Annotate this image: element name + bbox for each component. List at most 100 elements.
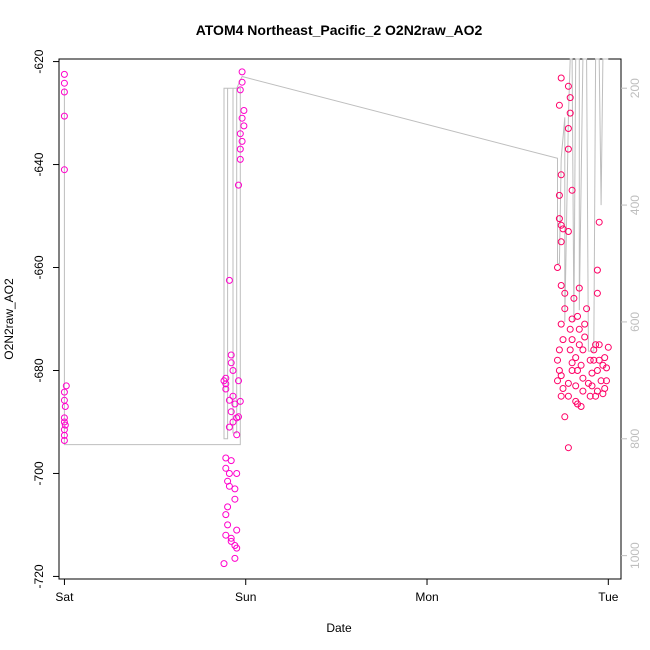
data-point [222,385,230,393]
plot-area [58,58,622,580]
data-point [593,266,601,274]
data-point [555,215,563,223]
data-point [604,343,612,351]
data-point [233,526,241,534]
data-point [586,356,594,364]
y-tick-label: -660 [32,255,46,279]
data-point [588,382,596,390]
data-point [557,74,565,82]
data-point [593,289,601,297]
data-point [572,382,580,390]
data-point [557,320,565,328]
data-point [233,470,241,477]
data-point [568,315,576,323]
data-point [554,264,561,271]
data-point [559,336,567,344]
data-point [601,385,609,392]
data-point [222,511,230,519]
data-point [233,414,241,422]
data-point [575,325,583,333]
y2-axis: 200 400 600 800 1000 [621,78,642,569]
data-point [61,421,69,429]
data-point [555,191,563,199]
data-point [231,400,239,408]
data-point [236,130,244,138]
data-point [575,341,583,349]
data-point [559,385,567,392]
data-point [561,289,569,297]
data-point [568,186,576,194]
data-point [564,392,572,400]
data-point [62,382,70,390]
data-point [603,377,610,385]
data-point [240,107,248,114]
data-point [557,372,565,380]
data-point [559,225,567,233]
x-tick-label: Sun [235,590,256,604]
y-tick-label: -680 [32,358,46,382]
data-point [60,112,68,120]
data-point [570,294,578,302]
data-point [564,228,572,235]
data-point [564,145,572,153]
data-point [238,137,246,145]
depth-line [63,58,609,446]
data-point [564,125,572,132]
data-point [229,392,237,400]
data-point [220,560,228,568]
data-point [60,414,68,422]
data-point [555,346,563,354]
data-point [592,341,600,349]
data-point [561,305,569,313]
depth-line-path [63,58,609,446]
data-point [579,387,587,395]
data-point [238,78,246,86]
data-point [229,418,237,426]
data-point [238,68,246,76]
data-point [566,94,574,102]
data-point [61,403,69,410]
data-point [222,380,230,388]
data-point [555,101,563,109]
data-point [561,413,569,421]
data-point [233,544,241,552]
data-point [60,431,68,439]
data-point [222,531,230,539]
data-point [583,305,591,313]
y2-tick-label: 1000 [628,542,642,569]
data-point [60,70,68,78]
data-point [235,377,242,385]
data-point [595,341,603,349]
x-tick-label: Tue [598,590,619,604]
data-point [603,364,610,372]
data-point [227,408,235,416]
data-point [581,320,589,328]
data-point [225,396,233,404]
x-axis: Sat Sun Mon Tue [55,579,619,604]
data-point [574,367,581,374]
data-point [231,485,239,493]
data-point [222,464,230,472]
data-point [588,369,596,377]
y2-tick-label: 200 [628,78,642,98]
data-point [566,346,574,354]
data-point [577,361,585,369]
data-point [222,454,230,462]
data-point [225,276,233,284]
data-point [235,413,242,421]
data-point [595,356,603,364]
data-point [554,356,561,364]
data-point [227,537,235,545]
data-point [557,282,565,289]
data-point [60,88,68,96]
data-point [574,312,581,320]
y-tick-label: -720 [32,564,46,588]
data-point [236,145,244,153]
data-point [564,379,572,387]
data-point [597,377,605,385]
data-point [240,122,248,130]
data-point [557,221,565,229]
data-points [60,68,612,568]
data-point [227,457,235,465]
